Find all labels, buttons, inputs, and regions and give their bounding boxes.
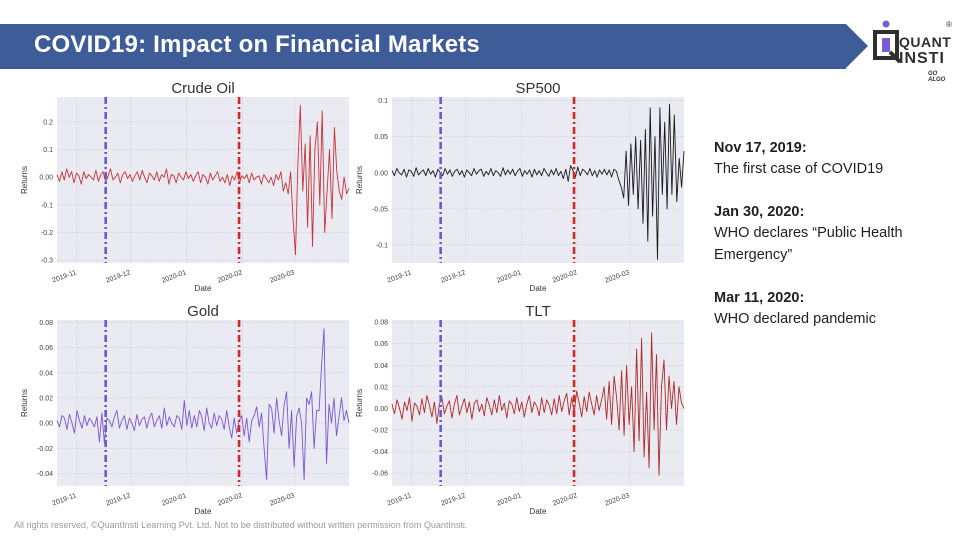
x-tick-label: 2020-01: [161, 492, 188, 507]
y-tick-label: 0.04: [374, 363, 388, 370]
y-tick-label: 0.02: [39, 395, 53, 402]
event-item-mar11: Mar 11, 2020: WHO declared pandemic: [714, 288, 954, 330]
y-tick-label: -0.06: [372, 471, 388, 478]
x-tick-label: 2019-11: [51, 492, 77, 507]
event-description: WHO declared pandemic: [714, 311, 876, 327]
x-tick-label: 2020-02: [552, 269, 579, 284]
y-axis-label: Returns: [355, 389, 364, 417]
y-tick-label: -0.1: [376, 242, 388, 249]
y-tick-label: 0.2: [43, 119, 53, 126]
logo-mark-icon: [873, 20, 902, 64]
y-tick-label: -0.3: [41, 258, 53, 265]
chart-panel-crude-oil: Crude Oil 0.2 0.1 0.00 -0.1 -0.2 -0.3 2019-11 20…: [20, 80, 350, 293]
x-tick-label: 2019-11: [386, 492, 412, 507]
x-axis-label: Date: [530, 507, 547, 516]
plot-area: [392, 97, 684, 263]
x-tick-label: 2020-02: [217, 492, 244, 507]
x-axis-label: Date: [195, 284, 212, 293]
y-axis-label: Returns: [20, 166, 29, 194]
title-banner: [0, 24, 846, 69]
y-tick-label: 0.00: [374, 406, 388, 413]
y-tick-label: -0.02: [37, 446, 53, 453]
event-date: Mar 11, 2020:: [714, 290, 805, 306]
chart-title: TLT: [525, 303, 551, 320]
x-tick-label: 2020-02: [552, 492, 579, 507]
charts-grid: Crude Oil 0.2 0.1 0.00 -0.1 -0.2 -0.3 2019-11 20…: [20, 80, 685, 516]
x-tick-label: 2019-12: [440, 269, 467, 284]
slide-title: COVID19: Impact on Financial Markets: [34, 31, 480, 58]
y-tick-label: 0.00: [374, 170, 388, 177]
copyright-footer: All rights reserved, ©QuantInsti Learnin…: [14, 520, 468, 530]
event-date: Jan 30, 2020:: [714, 204, 805, 220]
x-tick-label: 2019-12: [105, 269, 132, 284]
event-date: Nov 17, 2019:: [714, 140, 807, 156]
chart-panel-gold: Gold 0.08 0.06 0.04 0.02 0.00 -0.02 -0.04 2019-1…: [20, 303, 350, 516]
x-axis-label: Date: [195, 507, 212, 516]
x-tick-label: 2019-12: [105, 492, 132, 507]
y-tick-label: 0.08: [39, 320, 53, 327]
x-tick-label: 2020-01: [496, 269, 523, 284]
title-banner-tip: [846, 24, 868, 68]
chart-title: Crude Oil: [171, 80, 234, 97]
x-tick-label: 2020-01: [161, 269, 188, 284]
y-tick-label: -0.2: [41, 230, 53, 237]
x-tick-label: 2020-03: [269, 492, 296, 507]
y-tick-label: -0.02: [372, 427, 388, 434]
x-tick-label: 2020-03: [604, 269, 631, 284]
quantinsti-logo-icon: QUANT INSTI GO ALGO ®: [872, 16, 956, 86]
x-tick-label: 2019-11: [386, 269, 412, 284]
y-tick-label: 0.06: [374, 341, 388, 348]
x-tick-label: 2019-11: [51, 269, 77, 284]
chart-title: SP500: [515, 80, 560, 97]
chart-title: Gold: [187, 303, 219, 320]
y-tick-label: 0.08: [374, 320, 388, 327]
events-list: Nov 17, 2019: The first case of COVID19 …: [714, 138, 954, 352]
chart-panel-sp500: SP500 0.1 0.05 0.00 -0.05 -0.1 2019-11 2019-12 2…: [355, 80, 685, 293]
y-tick-label: 0.1: [43, 147, 53, 154]
event-item-jan30: Jan 30, 2020: WHO declares “Public Healt…: [714, 202, 954, 266]
x-tick-label: 2020-03: [604, 492, 631, 507]
logo-tagline: GO ALGO: [928, 71, 946, 83]
plot-area: [57, 320, 349, 486]
y-tick-label: 0.02: [374, 384, 388, 391]
logo-word-insti: INSTI: [899, 50, 945, 67]
y-tick-label: 0.04: [39, 370, 53, 377]
y-tick-label: 0.1: [378, 98, 388, 105]
event-description: The first case of COVID19: [714, 161, 884, 177]
x-tick-label: 2019-12: [440, 492, 467, 507]
y-tick-label: 0.00: [39, 175, 53, 182]
x-tick-label: 2020-03: [269, 269, 296, 284]
y-tick-label: 0.00: [39, 421, 53, 428]
y-axis-label: Returns: [355, 166, 364, 194]
logo-word-quant: QUANT: [899, 34, 952, 50]
event-description: WHO declares “Public Health Emergency”: [714, 225, 903, 263]
logo-registered-mark: ®: [946, 20, 952, 29]
y-tick-label: 0.06: [39, 345, 53, 352]
event-item-nov17: Nov 17, 2019: The first case of COVID19: [714, 138, 954, 180]
y-tick-label: -0.05: [372, 206, 388, 213]
y-tick-label: 0.05: [374, 134, 388, 141]
y-tick-label: -0.04: [372, 449, 388, 456]
x-tick-label: 2020-02: [217, 269, 244, 284]
x-tick-label: 2020-01: [496, 492, 523, 507]
plot-area: [57, 97, 349, 263]
chart-panel-tlt: TLT 0.08 0.06 0.04 0.02 0.00 -0.02 -0.04 -0.06 20…: [355, 303, 685, 516]
y-axis-label: Returns: [20, 389, 29, 417]
y-tick-label: -0.04: [37, 471, 53, 478]
y-tick-label: -0.1: [41, 202, 53, 209]
x-axis-label: Date: [530, 284, 547, 293]
